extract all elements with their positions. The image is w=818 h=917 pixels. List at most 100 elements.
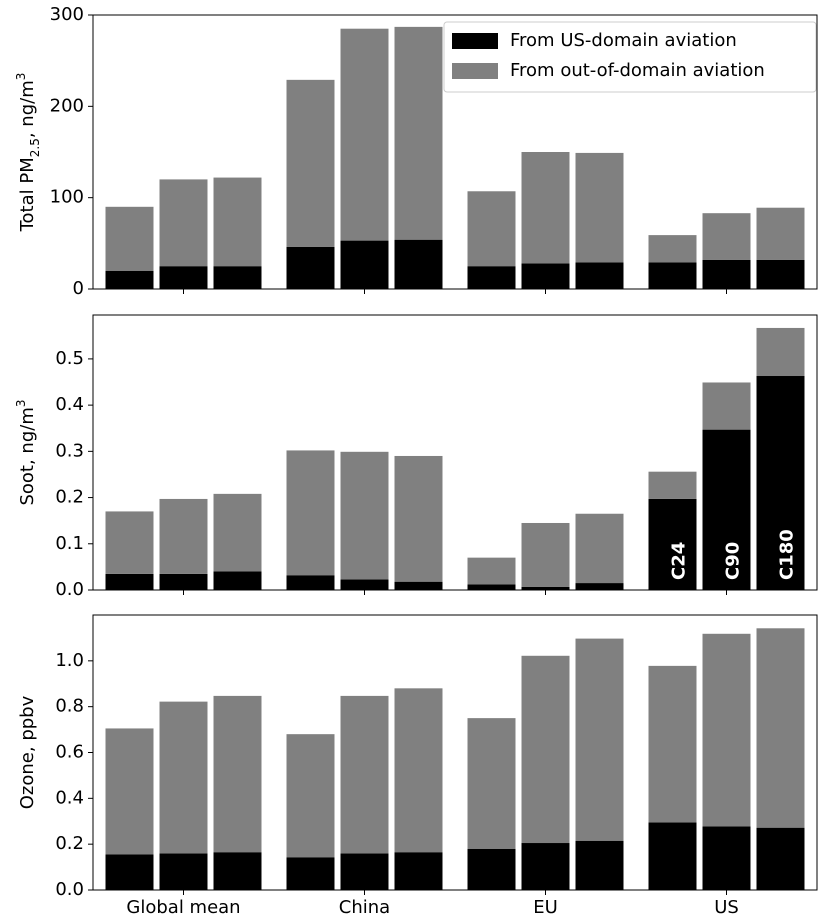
panel: 0.0 0.2 0.4 0.6 0.8 1.0 Global mean China EU US Oz… — [17, 614, 818, 917]
bar-segment — [702, 259, 751, 289]
y-tick-label: 0.4 — [55, 394, 84, 415]
bar-segment — [702, 213, 751, 260]
bar-segment — [575, 583, 624, 590]
bar-segment — [467, 266, 516, 289]
bar-segment — [105, 854, 154, 890]
bar-label: C90 — [723, 542, 744, 580]
x-tick-label: US — [714, 897, 739, 917]
bar-segment — [467, 848, 516, 890]
y-tick-label: 300 — [50, 4, 84, 25]
bar-segment — [756, 376, 805, 590]
bar-segment — [159, 266, 208, 289]
bar-segment — [159, 853, 208, 890]
bar-segment — [105, 728, 154, 855]
bar-segment — [521, 586, 570, 590]
y-tick-label: 0.2 — [55, 487, 84, 508]
bar-segment — [394, 688, 443, 853]
bar-segment — [702, 382, 751, 430]
bar-segment — [286, 450, 335, 576]
bar-segment — [286, 734, 335, 858]
bar-segment — [756, 628, 805, 828]
bar-segment — [394, 455, 443, 582]
bar-segment — [159, 498, 208, 574]
y-tick-label: 0.8 — [55, 696, 84, 717]
y-axis-label-part: , ng/m — [17, 80, 38, 138]
axes-frame — [92, 314, 818, 591]
legend-swatch — [452, 33, 498, 49]
y-tick-label: 0.2 — [55, 833, 84, 854]
bar-segment — [467, 191, 516, 267]
bar-segment — [213, 266, 262, 289]
bar-segment — [575, 262, 624, 289]
y-tick-label: 0.4 — [55, 787, 84, 808]
y-tick-label: 0 — [73, 278, 84, 299]
y-tick-label: 100 — [50, 187, 84, 208]
bar-segment — [467, 557, 516, 585]
y-tick-label: 0.1 — [55, 533, 84, 554]
bar-segment — [159, 701, 208, 854]
y-axis-label-part: Total PM — [17, 157, 38, 232]
bar-segment — [340, 28, 389, 241]
bar-segment — [213, 852, 262, 890]
bar-segment — [213, 177, 262, 267]
axes-frame — [92, 14, 818, 290]
x-tick-label: China — [339, 897, 390, 917]
y-tick-label: 1.0 — [55, 650, 84, 671]
bar-segment — [159, 573, 208, 590]
bar-segment — [394, 852, 443, 890]
y-tick-label: 0.0 — [55, 579, 84, 600]
bar-segment — [340, 240, 389, 289]
bar-segment — [702, 429, 751, 590]
bar-segment — [521, 152, 570, 264]
legend-label: From out-of-domain aviation — [510, 60, 765, 81]
y-axis-label-part: Ozone, ppbv — [17, 695, 38, 809]
bar-segment — [756, 827, 805, 890]
bar-segment — [575, 638, 624, 841]
bar-segment — [286, 857, 335, 890]
y-axis-label-part: 3 — [14, 73, 28, 81]
y-axis-label-part: 2.5 — [28, 138, 42, 157]
panel: 0 100 200 300 Total PM2.5, ng/m3 From US-doma… — [14, 4, 818, 299]
bar-segment — [702, 633, 751, 827]
bar-segment — [394, 26, 443, 240]
bar-segment — [213, 571, 262, 590]
bar-segment — [648, 822, 697, 890]
bar-segment — [286, 575, 335, 590]
x-tick-label: EU — [533, 897, 558, 917]
bar-segment — [648, 262, 697, 289]
bar-segment — [575, 513, 624, 584]
y-axis-label: Ozone, ppbv — [17, 695, 38, 809]
bar-segment — [340, 579, 389, 590]
bar-segment — [394, 581, 443, 590]
bar-segment — [521, 263, 570, 289]
y-axis-label: Soot, ng/m3 — [14, 399, 39, 505]
legend-swatch — [452, 63, 498, 79]
bar-segment — [286, 79, 335, 247]
y-tick-label: 0.3 — [55, 440, 84, 461]
bar-segment — [648, 235, 697, 263]
bar-segment — [286, 246, 335, 289]
bar-segment — [467, 584, 516, 590]
bar-segment — [756, 327, 805, 377]
bar-segment — [575, 152, 624, 263]
legend-box — [443, 21, 817, 93]
bar-segment — [340, 853, 389, 890]
bar-label: C180 — [777, 529, 798, 580]
legend-label: From US-domain aviation — [510, 30, 737, 51]
bar-segment — [648, 471, 697, 499]
y-tick-label: 0.5 — [55, 348, 84, 369]
bar-segment — [340, 451, 389, 580]
bar-segment — [756, 207, 805, 260]
y-axis-label-part: 3 — [14, 399, 28, 407]
bar-segment — [648, 665, 697, 823]
bar-segment — [756, 259, 805, 289]
y-axis-label-part: Soot, ng/m — [17, 407, 38, 505]
bar-segment — [213, 695, 262, 853]
bar-label: C24 — [669, 542, 690, 580]
bar-segment — [105, 270, 154, 289]
bar-segment — [159, 179, 208, 267]
y-tick-label: 0.6 — [55, 742, 84, 763]
bar-segment — [105, 206, 154, 271]
bar-segment — [521, 655, 570, 844]
